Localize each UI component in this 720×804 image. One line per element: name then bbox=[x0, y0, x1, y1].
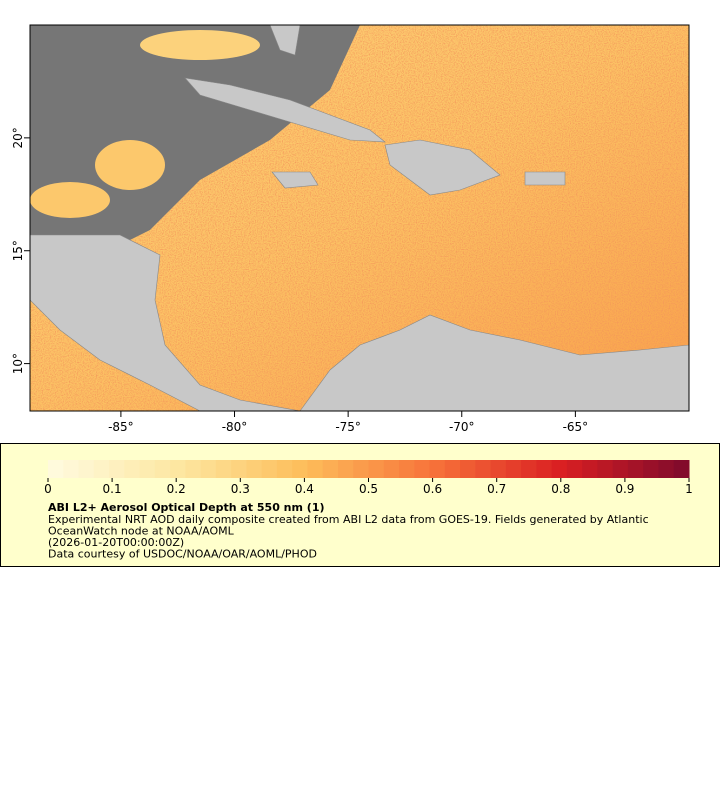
colorbar-swatch bbox=[475, 460, 492, 478]
colorbar-tick-label: 0.4 bbox=[295, 482, 314, 496]
y-tick-label: 15° bbox=[11, 240, 25, 261]
colorbar-swatch bbox=[399, 460, 415, 478]
colorbar-swatch bbox=[185, 460, 202, 478]
colorbar-swatch bbox=[48, 460, 64, 478]
legend-line: Data courtesy of USDOC/NOAA/OAR/AOML/PHO… bbox=[48, 548, 317, 561]
colorbar-tick-label: 0.8 bbox=[551, 482, 570, 496]
legend-line: OceanWatch node at NOAA/AOML bbox=[48, 525, 235, 538]
legend-line: Experimental NRT AOD daily composite cre… bbox=[48, 513, 649, 526]
colorbar-swatch bbox=[368, 460, 385, 478]
colorbar-swatch bbox=[276, 460, 293, 478]
colorbar-swatch bbox=[643, 460, 659, 478]
x-tick-label: -85° bbox=[108, 420, 134, 434]
colorbar-swatch bbox=[597, 460, 614, 478]
colorbar-swatch bbox=[429, 460, 446, 478]
colorbar-swatch bbox=[490, 460, 507, 478]
x-tick-label: -80° bbox=[222, 420, 248, 434]
land bbox=[524, 171, 566, 186]
colorbar-swatch bbox=[551, 460, 568, 478]
colorbar-swatch bbox=[322, 460, 339, 478]
colorbar-swatch bbox=[63, 460, 80, 478]
land bbox=[384, 139, 501, 196]
x-tick-label: -70° bbox=[449, 420, 475, 434]
land bbox=[269, 25, 301, 56]
colorbar-swatch bbox=[673, 460, 690, 478]
land bbox=[30, 234, 301, 411]
colorbar-swatch bbox=[139, 460, 156, 478]
colorbar-swatch bbox=[78, 460, 95, 478]
colorbar-swatch bbox=[215, 460, 232, 478]
aod-patch bbox=[140, 30, 260, 60]
colorbar-swatch bbox=[337, 460, 354, 478]
colorbar-swatch bbox=[444, 460, 461, 478]
colorbar-swatch bbox=[261, 460, 278, 478]
map-frame bbox=[29, 24, 690, 412]
colorbar-tick-label: 0 bbox=[44, 482, 52, 496]
colorbar-swatch bbox=[93, 460, 110, 478]
aod-patch bbox=[30, 182, 110, 218]
colorbar-swatch bbox=[124, 460, 141, 478]
colorbar-swatch bbox=[170, 460, 186, 478]
colorbar-swatch bbox=[109, 460, 125, 478]
aod-patch bbox=[95, 140, 165, 190]
colorbar-swatch bbox=[307, 460, 324, 478]
legend-line: (2026-01-20T00:00:00Z) bbox=[48, 536, 184, 549]
colorbar-tick-label: 0.5 bbox=[359, 482, 378, 496]
legend-title: ABI L2+ Aerosol Optical Depth at 550 nm … bbox=[48, 501, 325, 514]
colorbar-swatch bbox=[154, 460, 171, 478]
colorbar-tick-label: 0.2 bbox=[167, 482, 186, 496]
colorbar-swatch bbox=[566, 460, 583, 478]
y-tick-label: 10° bbox=[11, 353, 25, 374]
colorbar-tick-label: 0.7 bbox=[487, 482, 506, 496]
x-tick-label: -75° bbox=[335, 420, 361, 434]
colorbar-swatch bbox=[505, 460, 522, 478]
colorbar-swatch bbox=[612, 460, 629, 478]
colorbar-tick-label: 0.1 bbox=[103, 482, 122, 496]
colorbar-swatch bbox=[460, 460, 476, 478]
colorbar-swatch bbox=[353, 460, 369, 478]
colorbar-swatch bbox=[292, 460, 308, 478]
colorbar-swatch bbox=[658, 460, 675, 478]
colorbar-swatch bbox=[582, 460, 598, 478]
colorbar-swatch bbox=[536, 460, 553, 478]
colorbar-swatch bbox=[521, 460, 537, 478]
land bbox=[299, 314, 689, 411]
colorbar-swatch bbox=[246, 460, 263, 478]
land bbox=[271, 171, 319, 189]
colorbar-tick-label: 0.9 bbox=[615, 482, 634, 496]
colorbar-tick-label: 1 bbox=[685, 482, 693, 496]
colorbar-tick-label: 0.6 bbox=[423, 482, 442, 496]
x-tick-label: -65° bbox=[563, 420, 589, 434]
map bbox=[30, 25, 689, 411]
colorbar-swatch bbox=[414, 460, 431, 478]
y-tick-label: 20° bbox=[11, 127, 25, 148]
land bbox=[184, 77, 386, 143]
colorbar-swatch bbox=[627, 460, 644, 478]
colorbar-swatch bbox=[200, 460, 217, 478]
colorbar-swatch bbox=[231, 460, 247, 478]
colorbar-swatch bbox=[383, 460, 400, 478]
colorbar-tick-label: 0.3 bbox=[231, 482, 250, 496]
